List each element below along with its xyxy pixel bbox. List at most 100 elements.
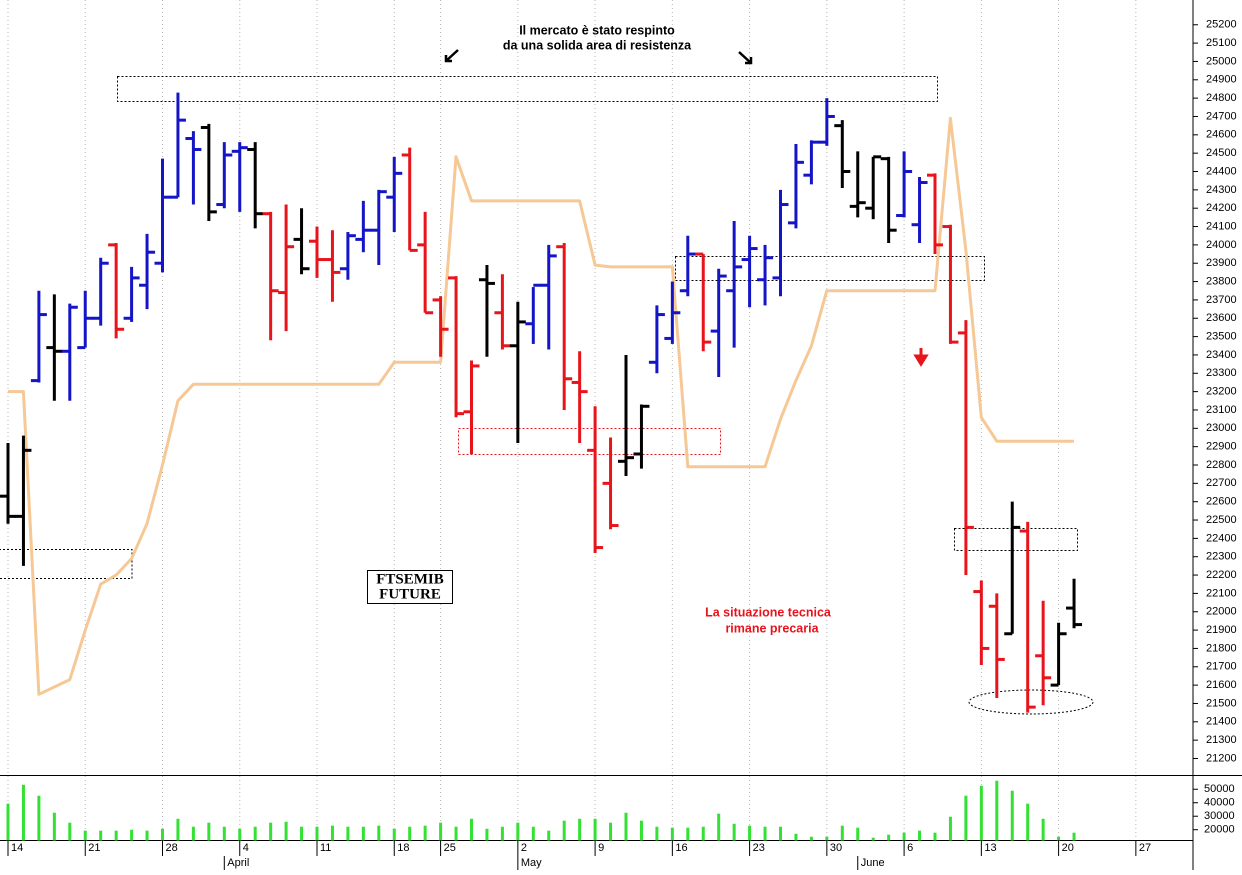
volume-bar — [284, 821, 288, 841]
ohlc-bar — [1066, 578, 1083, 629]
volume-bar — [918, 830, 922, 841]
volume-bar — [377, 825, 381, 841]
ohlc-bar — [46, 294, 63, 401]
ohlc-bar — [664, 281, 681, 344]
y-tick-label: 21400 — [1206, 716, 1237, 728]
y-tick-label: 22900 — [1206, 441, 1237, 453]
y-tick-label: 21600 — [1206, 679, 1237, 691]
ohlc-bar — [803, 140, 820, 185]
volume-bar — [1010, 790, 1014, 841]
ohlc-bar — [339, 232, 356, 280]
volume-bar — [701, 826, 705, 841]
y-tick-label: 23000 — [1206, 422, 1237, 434]
badge-text: FUTURE — [379, 586, 441, 602]
volume-bar — [902, 832, 906, 841]
y-tick-label: 21700 — [1206, 661, 1237, 673]
y-tick-label: 21800 — [1206, 642, 1237, 654]
ohlc-bar — [556, 243, 573, 410]
volume-bar — [933, 832, 937, 841]
y-tick-label: 23300 — [1206, 367, 1237, 379]
month-label: June — [861, 857, 885, 869]
resistance-zone — [117, 76, 938, 102]
y-tick-label: 30000 — [1204, 810, 1235, 822]
x-tick-label: 13 — [984, 842, 996, 854]
x-tick-label: 21 — [88, 842, 100, 854]
ohlc-bar — [602, 437, 619, 530]
x-tick-label: 16 — [675, 842, 687, 854]
ohlc-bar — [262, 211, 279, 341]
x-tick-label: 28 — [166, 842, 178, 854]
volume-bar — [593, 818, 597, 841]
volume-bar — [6, 803, 10, 841]
ohlc-bar — [865, 155, 882, 220]
ohlc-bar — [324, 230, 341, 302]
volume-bar — [624, 812, 628, 841]
volume-bar — [408, 826, 412, 841]
volume-bar — [130, 829, 134, 841]
volume-bar — [995, 780, 999, 841]
volume-bar — [717, 813, 721, 841]
y-tick-label: 25200 — [1206, 19, 1237, 31]
badge-box — [367, 570, 453, 604]
y-tick-label: 24400 — [1206, 165, 1237, 177]
x-tick-label: 18 — [397, 842, 409, 854]
volume-bar — [809, 836, 813, 841]
y-tick-label: 22600 — [1206, 496, 1237, 508]
y-tick-label: 22400 — [1206, 532, 1237, 544]
ohlc-bar — [92, 257, 109, 326]
ohlc-bar — [679, 235, 696, 297]
volume-bar — [578, 818, 582, 841]
volume-bar — [207, 822, 211, 841]
volume-bar — [485, 828, 489, 841]
ohlc-bar — [355, 200, 372, 253]
note: rimane precaria — [725, 621, 819, 635]
y-tick-label: 22500 — [1206, 514, 1237, 526]
ohlc-bar — [61, 303, 78, 401]
x-tick-label: 9 — [598, 842, 604, 854]
ohlc-bar — [772, 189, 789, 297]
y-tick-label: 24800 — [1206, 92, 1237, 104]
volume-bar — [346, 826, 350, 841]
y-tick-label: 22800 — [1206, 459, 1237, 471]
volume-bar — [500, 826, 504, 841]
ohlc-bar — [957, 320, 974, 576]
ohlc-bar — [741, 235, 758, 308]
ohlc-bar — [463, 360, 480, 454]
volume-bar — [1041, 818, 1045, 841]
volume-bar — [516, 822, 520, 841]
volume-bar — [531, 826, 535, 841]
x-tick-label: 20 — [1062, 842, 1074, 854]
volume-bar — [639, 820, 643, 841]
note: La situazione tecnica — [705, 605, 832, 619]
month-label: April — [227, 857, 249, 869]
ohlc-bar — [448, 276, 465, 418]
zone-box — [954, 528, 1078, 551]
volume-bar — [856, 827, 860, 841]
y-tick-label: 24100 — [1206, 220, 1237, 232]
ohlc-bar — [77, 290, 94, 350]
volume-bar — [269, 822, 273, 841]
ohlc-bar — [896, 151, 913, 218]
ohlc-bar — [432, 296, 449, 357]
volume-bar — [748, 825, 752, 841]
ohlc-bar — [757, 244, 774, 306]
volume-bar — [392, 828, 396, 841]
y-tick-label: 23100 — [1206, 404, 1237, 416]
volume-bar — [1057, 836, 1061, 841]
ohlc-bar — [973, 580, 990, 665]
month-label: May — [521, 857, 542, 869]
volume-bar — [547, 830, 551, 841]
down-arrow — [913, 348, 929, 367]
volume-bar — [83, 830, 87, 841]
y-tick-label: 22200 — [1206, 569, 1237, 581]
volume-bar — [439, 822, 443, 841]
ohlc-bar — [0, 442, 16, 524]
y-tick-label: 23900 — [1206, 257, 1237, 269]
y-tick-label: 23700 — [1206, 294, 1237, 306]
y-tick-label: 24500 — [1206, 147, 1237, 159]
volume-bar — [52, 812, 56, 841]
y-tick-label: 23500 — [1206, 331, 1237, 343]
ohlc-bar — [386, 156, 403, 233]
plot-area — [0, 92, 1083, 841]
zone-box — [675, 256, 985, 281]
